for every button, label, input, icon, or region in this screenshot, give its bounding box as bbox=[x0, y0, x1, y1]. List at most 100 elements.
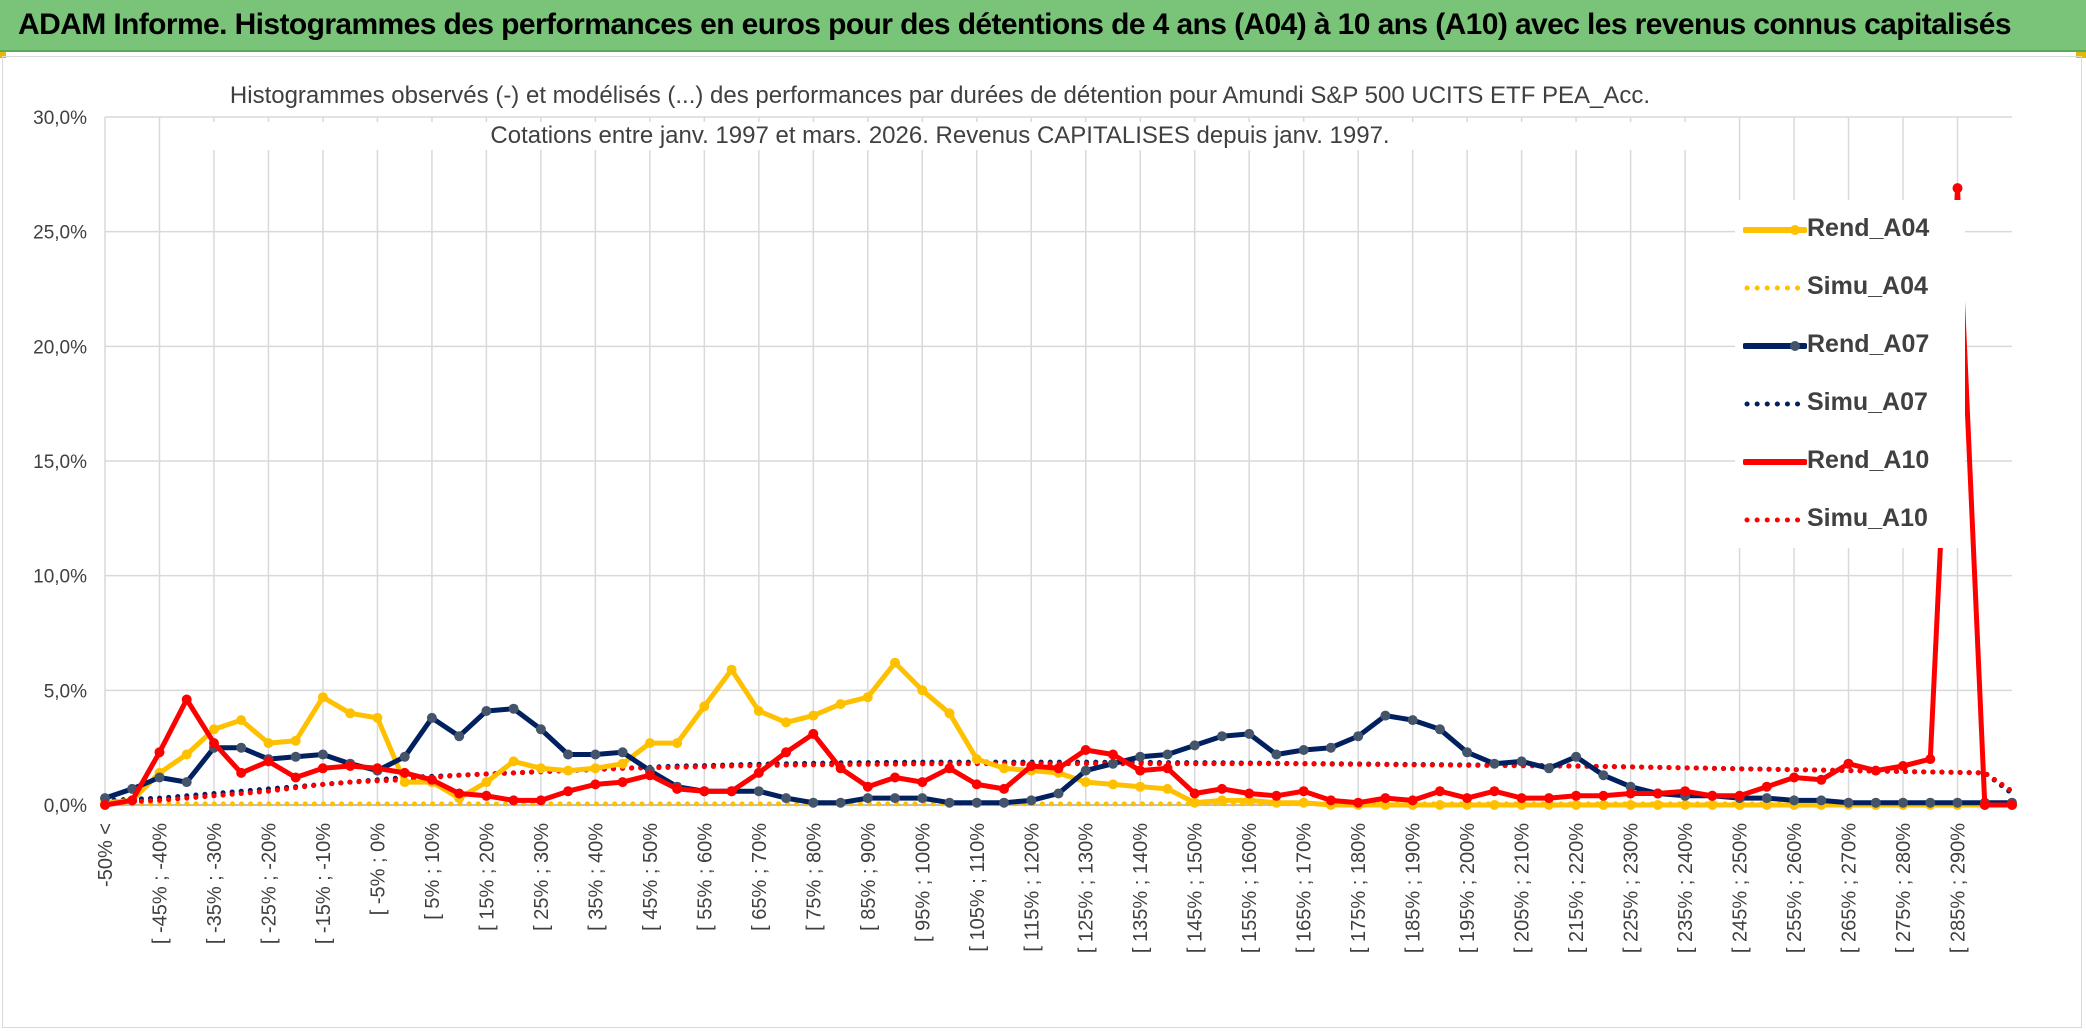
data-point bbox=[481, 706, 492, 716]
data-point bbox=[1162, 763, 1173, 774]
report-banner: ADAM Informe. Histogrammes des performan… bbox=[0, 0, 2086, 52]
data-point bbox=[100, 793, 110, 804]
data-point bbox=[1516, 756, 1527, 767]
data-point bbox=[1761, 793, 1772, 804]
data-point bbox=[781, 717, 792, 728]
data-point bbox=[399, 777, 410, 788]
x-tick-label: [ 255% ; 260% bbox=[1784, 823, 1806, 953]
x-tick-label: [ 85% ; 90% bbox=[858, 823, 880, 931]
data-point bbox=[1543, 800, 1554, 810]
data-point bbox=[1680, 800, 1691, 810]
data-point bbox=[1543, 763, 1554, 774]
legend-label: Simu_A07 bbox=[1807, 388, 1928, 416]
data-point bbox=[726, 664, 737, 675]
x-tick-label: [ 115% ; 120% bbox=[1021, 823, 1043, 952]
data-point bbox=[263, 738, 274, 749]
legend-item-simu-a10: Simu_A10 bbox=[1735, 490, 1965, 548]
x-tick-label: [ 145% ; 150% bbox=[1185, 823, 1207, 953]
data-point bbox=[1571, 790, 1582, 801]
x-tick-label: [ 135% ; 140% bbox=[1130, 823, 1152, 953]
data-point bbox=[1271, 790, 1282, 801]
legend-label: Simu_A10 bbox=[1807, 504, 1928, 532]
data-point bbox=[154, 772, 165, 783]
data-point bbox=[644, 738, 655, 749]
data-point bbox=[617, 747, 628, 758]
data-point bbox=[1380, 793, 1391, 804]
data-point bbox=[1870, 797, 1881, 808]
data-point bbox=[1407, 715, 1418, 726]
x-tick-label: [ 185% ; 190% bbox=[1403, 823, 1425, 953]
data-point bbox=[1189, 788, 1200, 799]
data-point bbox=[1462, 800, 1473, 810]
x-tick-label: [ 235% ; 240% bbox=[1675, 823, 1697, 953]
data-point bbox=[1325, 742, 1336, 753]
data-point bbox=[236, 742, 247, 753]
data-point bbox=[1108, 749, 1118, 760]
data-point bbox=[1789, 795, 1800, 806]
data-point bbox=[1625, 788, 1636, 799]
data-point bbox=[1979, 800, 1990, 810]
x-tick-label: [ -5% ; 0% bbox=[367, 823, 389, 915]
data-point bbox=[345, 708, 356, 719]
data-point bbox=[399, 767, 410, 778]
data-point bbox=[1462, 793, 1473, 804]
data-point bbox=[1325, 795, 1336, 806]
data-point bbox=[617, 758, 628, 769]
data-point bbox=[1707, 800, 1718, 810]
data-point bbox=[617, 777, 628, 788]
data-point bbox=[1244, 795, 1255, 806]
data-point bbox=[1217, 731, 1227, 742]
series-rend-a10 bbox=[100, 183, 2017, 810]
x-tick-label: [ -35% ; -30% bbox=[204, 823, 226, 944]
x-tick-label: [ 195% ; 200% bbox=[1457, 823, 1479, 953]
data-point bbox=[753, 706, 764, 716]
data-point bbox=[890, 793, 900, 804]
data-point bbox=[1434, 800, 1445, 810]
x-tick-label: [ 15% ; 20% bbox=[476, 823, 498, 931]
data-point bbox=[1244, 728, 1255, 739]
data-point bbox=[781, 793, 792, 804]
data-point bbox=[1571, 751, 1582, 762]
data-point bbox=[944, 763, 955, 774]
x-tick-label: [ -25% ; -20% bbox=[258, 823, 280, 944]
data-point bbox=[753, 767, 764, 778]
data-point bbox=[1870, 765, 1881, 776]
data-point bbox=[317, 692, 328, 703]
data-point bbox=[781, 747, 792, 758]
data-point bbox=[971, 754, 982, 765]
x-tick-label: [ 95% ; 100% bbox=[912, 823, 934, 942]
data-point bbox=[1380, 800, 1391, 810]
data-point bbox=[971, 797, 982, 808]
data-point bbox=[1761, 800, 1772, 810]
data-point bbox=[1080, 745, 1091, 755]
data-point bbox=[1516, 800, 1527, 810]
y-tick-label: 5,0% bbox=[44, 681, 87, 702]
data-point bbox=[1108, 758, 1118, 769]
data-point bbox=[917, 793, 928, 804]
data-point bbox=[1598, 770, 1609, 781]
x-tick-label: [ 215% ; 220% bbox=[1566, 823, 1588, 953]
data-point bbox=[1816, 774, 1827, 785]
data-point bbox=[1353, 797, 1364, 808]
x-tick-label: [ 5% ; 10% bbox=[422, 823, 444, 920]
data-point bbox=[1543, 793, 1554, 804]
y-tick-label: 25,0% bbox=[33, 223, 87, 244]
data-point bbox=[481, 790, 492, 801]
banner-accent-right bbox=[2076, 52, 2086, 58]
data-point bbox=[1189, 740, 1200, 751]
data-point bbox=[127, 795, 138, 806]
y-tick-label: 15,0% bbox=[33, 452, 87, 473]
x-tick-label: [ 225% ; 230% bbox=[1621, 823, 1643, 953]
data-point bbox=[290, 751, 301, 762]
data-point bbox=[535, 724, 546, 735]
x-tick-label: [ 265% ; 270% bbox=[1839, 823, 1861, 953]
data-point bbox=[181, 749, 192, 760]
data-point bbox=[1489, 786, 1500, 797]
x-tick-label: [ 275% ; 280% bbox=[1893, 823, 1915, 953]
data-point bbox=[100, 800, 110, 810]
data-point bbox=[917, 777, 928, 788]
data-point bbox=[1053, 763, 1064, 774]
data-point bbox=[563, 765, 574, 776]
legend-label: Simu_A04 bbox=[1807, 272, 1928, 300]
x-tick-label: [ 165% ; 170% bbox=[1294, 823, 1316, 953]
